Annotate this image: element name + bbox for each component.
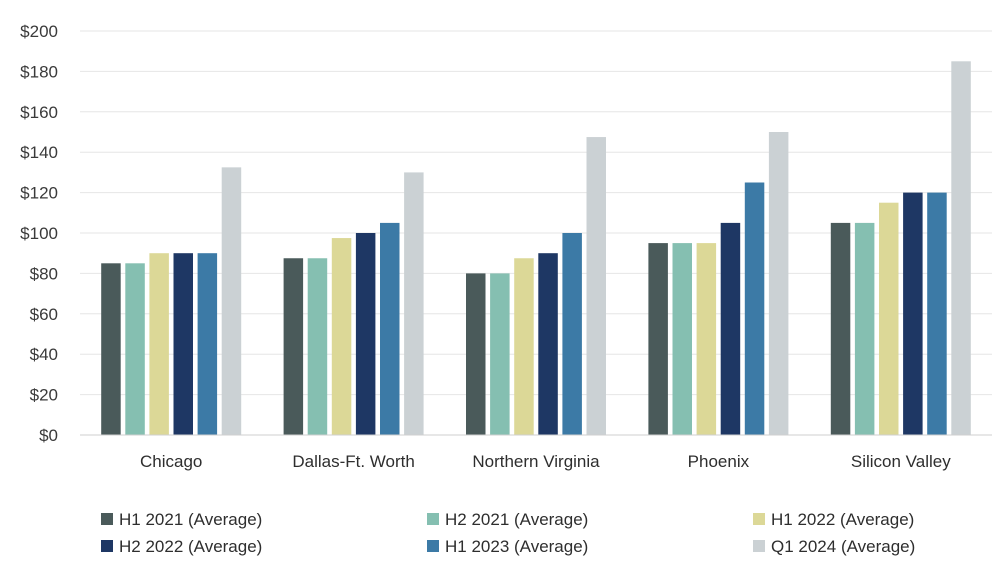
- bar: [562, 233, 582, 435]
- x-category-label: Silicon Valley: [851, 452, 951, 471]
- y-tick-label: $0: [39, 426, 58, 445]
- bar: [355, 233, 376, 435]
- bar: [221, 167, 242, 435]
- bar: [854, 222, 875, 435]
- bar: [879, 202, 899, 435]
- bar: [101, 263, 121, 435]
- legend-label: H1 2023 (Average): [445, 537, 588, 556]
- y-tick-label: $100: [20, 224, 58, 243]
- y-tick-label: $200: [20, 22, 58, 41]
- bar: [672, 243, 692, 435]
- bar: [197, 253, 218, 435]
- bar: [307, 258, 328, 435]
- y-tick-label: $80: [30, 264, 58, 283]
- bar: [538, 253, 558, 435]
- y-axis-ticks: $0 $20 $40 $60 $80 $100 $120 $140 $160 $180 $200: [20, 22, 58, 445]
- bar: [490, 273, 510, 435]
- legend-swatch: [753, 513, 765, 525]
- legend-label: H1 2021 (Average): [119, 510, 262, 529]
- bars: [101, 61, 971, 436]
- bar: [466, 273, 486, 435]
- y-tick-label: $140: [20, 143, 58, 162]
- bar: [720, 222, 741, 435]
- bar: [586, 137, 606, 436]
- bar: [331, 238, 352, 435]
- legend-label: H2 2021 (Average): [445, 510, 588, 529]
- legend-label: Q1 2024 (Average): [771, 537, 915, 556]
- bar: [514, 258, 534, 435]
- y-tick-label: $160: [20, 103, 58, 122]
- x-category-label: Dallas-Ft. Worth: [292, 452, 415, 471]
- legend: H1 2021 (Average) H2 2021 (Average) H1 202…: [101, 510, 915, 556]
- legend-swatch: [427, 540, 439, 552]
- bar: [744, 182, 765, 435]
- legend-swatch: [101, 513, 113, 525]
- legend-label: H1 2022 (Average): [771, 510, 914, 529]
- x-category-label: Chicago: [140, 452, 202, 471]
- bar: [768, 132, 789, 435]
- bar: [380, 222, 400, 435]
- bar: [696, 243, 717, 435]
- bar: [927, 192, 947, 435]
- x-category-label: Phoenix: [688, 452, 750, 471]
- y-tick-label: $120: [20, 184, 58, 203]
- bar: [149, 253, 169, 435]
- bar: [830, 222, 851, 435]
- y-tick-label: $20: [30, 386, 58, 405]
- x-category-label: Northern Virginia: [472, 452, 600, 471]
- y-tick-label: $60: [30, 305, 58, 324]
- bar: [125, 263, 145, 435]
- legend-label: H2 2022 (Average): [119, 537, 262, 556]
- bar: [903, 192, 923, 435]
- bar: [404, 172, 424, 435]
- bar: [283, 258, 304, 435]
- bar: [173, 253, 193, 435]
- legend-swatch: [101, 540, 113, 552]
- bar: [648, 243, 668, 435]
- y-tick-label: $40: [30, 345, 58, 364]
- legend-swatch: [427, 513, 439, 525]
- legend-swatch: [753, 540, 765, 552]
- category-labels: Chicago Dallas-Ft. Worth Northern Virginia…: [140, 452, 951, 471]
- bar: [951, 61, 971, 436]
- y-tick-label: $180: [20, 62, 58, 81]
